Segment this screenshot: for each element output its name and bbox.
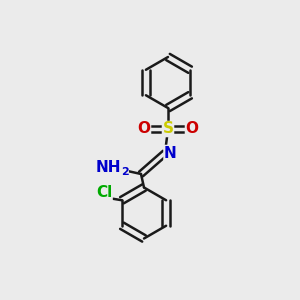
Text: O: O <box>185 122 199 136</box>
Text: Cl: Cl <box>96 185 112 200</box>
Text: O: O <box>137 122 151 136</box>
Text: 2: 2 <box>121 167 128 177</box>
Text: S: S <box>163 122 173 136</box>
Text: N: N <box>164 146 177 160</box>
Text: NH: NH <box>95 160 121 175</box>
